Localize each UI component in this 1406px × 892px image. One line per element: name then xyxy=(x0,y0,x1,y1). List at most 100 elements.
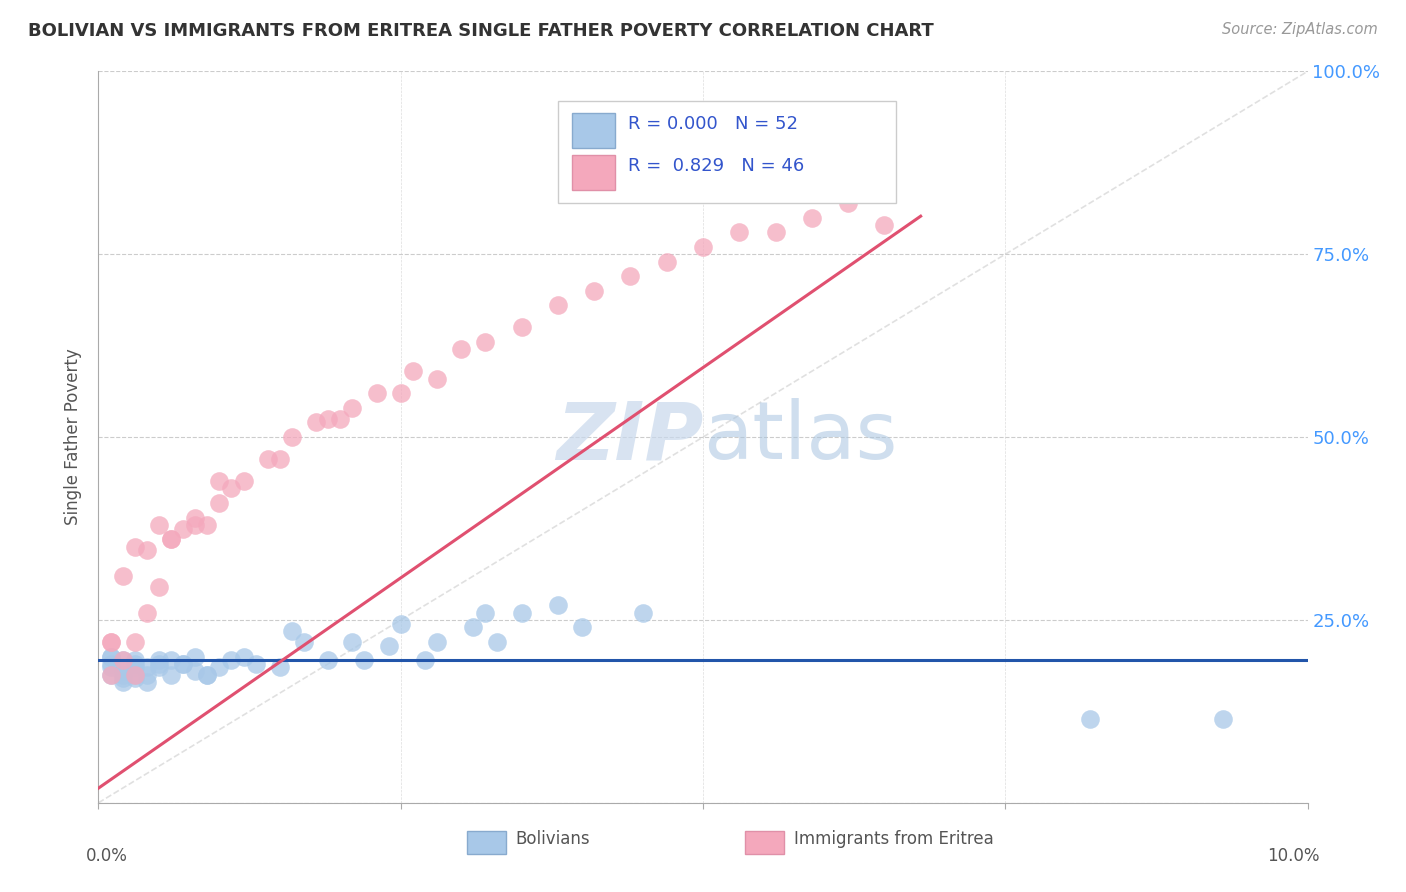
FancyBboxPatch shape xyxy=(572,154,614,190)
Point xyxy=(100,667,122,681)
Text: ZIP: ZIP xyxy=(555,398,703,476)
Point xyxy=(184,664,207,678)
Point xyxy=(148,517,170,532)
Point xyxy=(377,639,399,653)
Point xyxy=(124,672,146,686)
Point xyxy=(124,540,146,554)
Point xyxy=(195,667,218,681)
Point xyxy=(426,635,449,649)
Point xyxy=(316,653,339,667)
Point xyxy=(305,416,328,430)
Point xyxy=(208,474,231,488)
Point xyxy=(232,474,254,488)
Point xyxy=(389,386,412,401)
Point xyxy=(172,521,194,535)
Point xyxy=(316,412,339,426)
Point xyxy=(837,196,859,211)
FancyBboxPatch shape xyxy=(558,101,897,203)
Point xyxy=(873,218,896,232)
FancyBboxPatch shape xyxy=(745,830,785,854)
Text: 10.0%: 10.0% xyxy=(1267,847,1320,864)
FancyBboxPatch shape xyxy=(572,113,614,148)
Point xyxy=(100,657,122,671)
Point xyxy=(124,667,146,681)
Point xyxy=(728,225,751,239)
Point xyxy=(100,667,122,681)
Point xyxy=(413,653,436,667)
Point xyxy=(124,635,146,649)
Point xyxy=(172,657,194,671)
Point xyxy=(135,543,157,558)
Point xyxy=(160,533,183,547)
Text: R = 0.000   N = 52: R = 0.000 N = 52 xyxy=(628,115,799,133)
Point xyxy=(184,649,207,664)
Point xyxy=(184,510,207,524)
Point xyxy=(111,653,134,667)
Point xyxy=(631,606,654,620)
Point xyxy=(232,649,254,664)
FancyBboxPatch shape xyxy=(467,830,506,854)
Point xyxy=(269,452,291,467)
Point xyxy=(692,240,714,254)
Point xyxy=(486,635,509,649)
Point xyxy=(160,533,183,547)
Point xyxy=(148,653,170,667)
Text: atlas: atlas xyxy=(703,398,897,476)
Point xyxy=(221,653,243,667)
Point xyxy=(281,430,304,444)
Point xyxy=(510,320,533,334)
Point xyxy=(426,371,449,385)
Point xyxy=(402,364,425,378)
Point xyxy=(208,496,231,510)
Point xyxy=(111,667,134,681)
Text: 0.0%: 0.0% xyxy=(86,847,128,864)
Point xyxy=(135,675,157,690)
Point xyxy=(148,657,170,671)
Point xyxy=(208,660,231,674)
Point xyxy=(100,635,122,649)
Point xyxy=(571,620,593,634)
Point xyxy=(1212,712,1234,726)
Point xyxy=(111,653,134,667)
Point xyxy=(510,606,533,620)
Text: Bolivians: Bolivians xyxy=(516,830,591,848)
Point xyxy=(463,620,485,634)
Point xyxy=(474,334,496,349)
Point xyxy=(135,667,157,681)
Point xyxy=(111,569,134,583)
Point xyxy=(100,649,122,664)
Point xyxy=(124,667,146,681)
Point xyxy=(135,660,157,674)
Point xyxy=(389,616,412,631)
Point xyxy=(160,653,183,667)
Point xyxy=(221,481,243,495)
Point xyxy=(366,386,388,401)
Point xyxy=(547,599,569,613)
Text: Immigrants from Eritrea: Immigrants from Eritrea xyxy=(793,830,994,848)
Point xyxy=(195,517,218,532)
Text: R =  0.829   N = 46: R = 0.829 N = 46 xyxy=(628,157,804,175)
Point xyxy=(160,667,183,681)
Point xyxy=(148,580,170,594)
Point xyxy=(1078,712,1101,726)
Point xyxy=(100,635,122,649)
Point xyxy=(148,660,170,674)
Point xyxy=(124,660,146,674)
Point xyxy=(547,298,569,312)
Point xyxy=(195,667,218,681)
Point xyxy=(619,269,641,284)
Y-axis label: Single Father Poverty: Single Father Poverty xyxy=(65,349,83,525)
Point xyxy=(329,412,352,426)
Point xyxy=(342,635,364,649)
Point xyxy=(342,401,364,415)
Point xyxy=(111,664,134,678)
Point xyxy=(111,675,134,690)
Point xyxy=(450,343,472,357)
Point xyxy=(245,657,267,671)
Point xyxy=(124,657,146,671)
Point xyxy=(800,211,823,225)
Point xyxy=(184,517,207,532)
Text: Source: ZipAtlas.com: Source: ZipAtlas.com xyxy=(1222,22,1378,37)
Point xyxy=(353,653,375,667)
Point xyxy=(583,284,606,298)
